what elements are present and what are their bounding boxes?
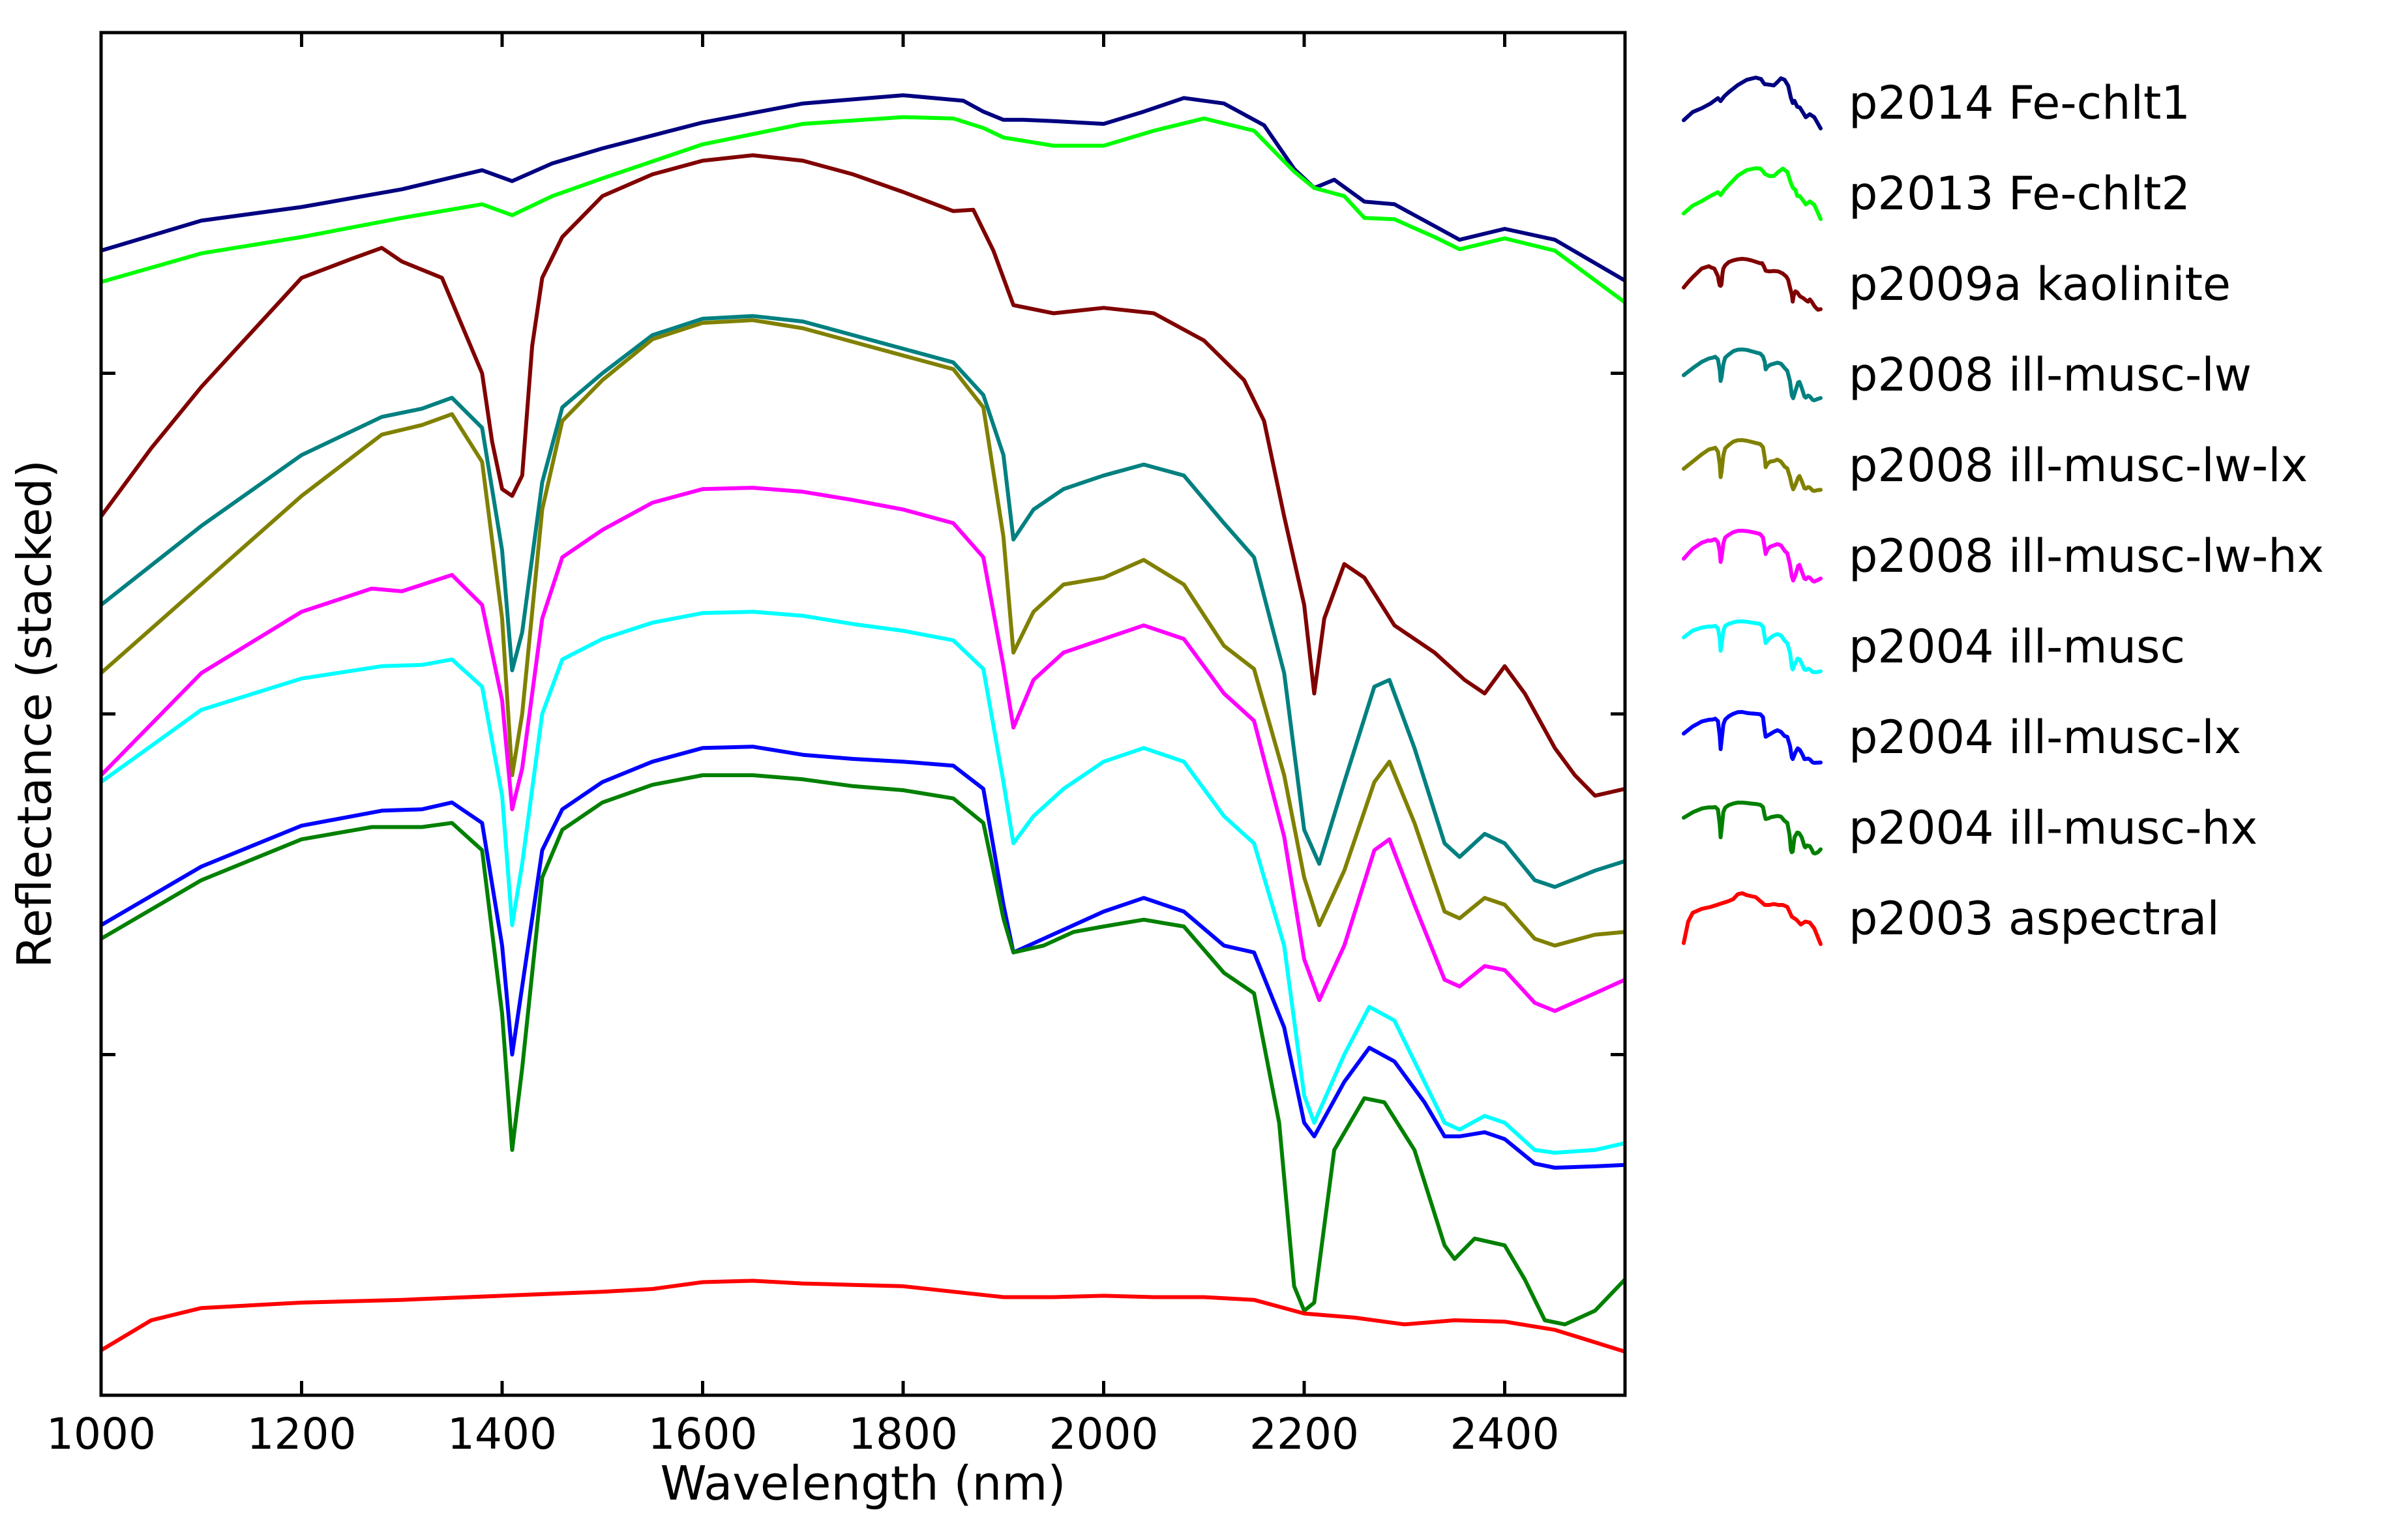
plot-layer	[101, 93, 1625, 1354]
series-line-3	[101, 314, 1625, 889]
legend-label: p2004 ill-musc-hx	[1849, 801, 2258, 855]
series-line-7	[101, 745, 1625, 1170]
legend-swatch	[1682, 529, 1823, 584]
x-tick-label: 1000	[46, 1409, 156, 1459]
legend-label: p2004 ill-musc	[1849, 620, 2185, 674]
legend-item: p2008 ill-musc-lw-lx	[1682, 438, 2308, 493]
legend-label: p2003 aspectral	[1849, 892, 2220, 945]
legend-item: p2004 ill-musc-hx	[1682, 801, 2258, 855]
series-line-0	[101, 93, 1625, 283]
legend-swatch	[1682, 801, 1823, 855]
x-tick-label: 2000	[1049, 1409, 1159, 1459]
legend-item: p2014 Fe-chlt1	[1682, 76, 2190, 130]
legend-swatch	[1682, 438, 1823, 493]
legend-item: p2009a kaolinite	[1682, 257, 2231, 312]
legend-label: p2004 ill-musc-lx	[1849, 711, 2241, 764]
legend-label: p2013 Fe-chlt2	[1849, 167, 2190, 220]
legend-item: p2013 Fe-chlt2	[1682, 166, 2190, 221]
x-tick-label: 1400	[447, 1409, 557, 1459]
y-axis-label: Reflectance (stacked)	[7, 460, 62, 968]
legend-swatch	[1682, 76, 1823, 130]
series-lines	[101, 93, 1625, 1354]
legend-item: p2008 ill-musc-lw	[1682, 348, 2252, 402]
x-tick-label: 1600	[648, 1409, 758, 1459]
plot-frame	[99, 31, 1627, 1397]
legend-item: p2003 aspectral	[1682, 891, 2220, 946]
legend-swatch	[1682, 257, 1823, 312]
series-line-2	[101, 153, 1625, 798]
series-line-6	[101, 610, 1625, 1155]
x-tick-label: 2200	[1249, 1409, 1359, 1459]
series-line-5	[101, 486, 1625, 1013]
legend-label: p2008 ill-musc-lw-hx	[1849, 529, 2324, 583]
series-line-8	[101, 773, 1625, 1327]
legend-swatch	[1682, 166, 1823, 221]
series-line-1	[101, 115, 1625, 304]
legend-swatch	[1682, 619, 1823, 674]
axis-layer: 1000 1200 1400 1600 1800 2000 2200 2400	[46, 33, 1625, 1459]
legend-label: p2008 ill-musc-lw-lx	[1849, 439, 2308, 492]
legend-label: p2014 Fe-chlt1	[1849, 76, 2190, 130]
x-axis-label: Wavelength (nm)	[661, 1456, 1066, 1511]
legend-item: p2008 ill-musc-lw-hx	[1682, 529, 2324, 584]
series-line-4	[101, 318, 1625, 948]
legend: p2014 Fe-chlt1 p2013 Fe-chlt2 p2009a kaoli…	[1682, 76, 2324, 946]
legend-item: p2004 ill-musc	[1682, 619, 2185, 674]
x-tick-label: 1800	[848, 1409, 958, 1459]
x-tick-label: 2400	[1450, 1409, 1560, 1459]
x-tick-label: 1200	[247, 1409, 357, 1459]
series-line-9	[101, 1279, 1625, 1354]
legend-swatch	[1682, 891, 1823, 946]
legend-swatch	[1682, 710, 1823, 765]
legend-swatch	[1682, 348, 1823, 402]
legend-label: p2009a kaolinite	[1849, 258, 2231, 311]
legend-item: p2004 ill-musc-lx	[1682, 710, 2241, 765]
legend-label: p2008 ill-musc-lw	[1849, 348, 2252, 402]
